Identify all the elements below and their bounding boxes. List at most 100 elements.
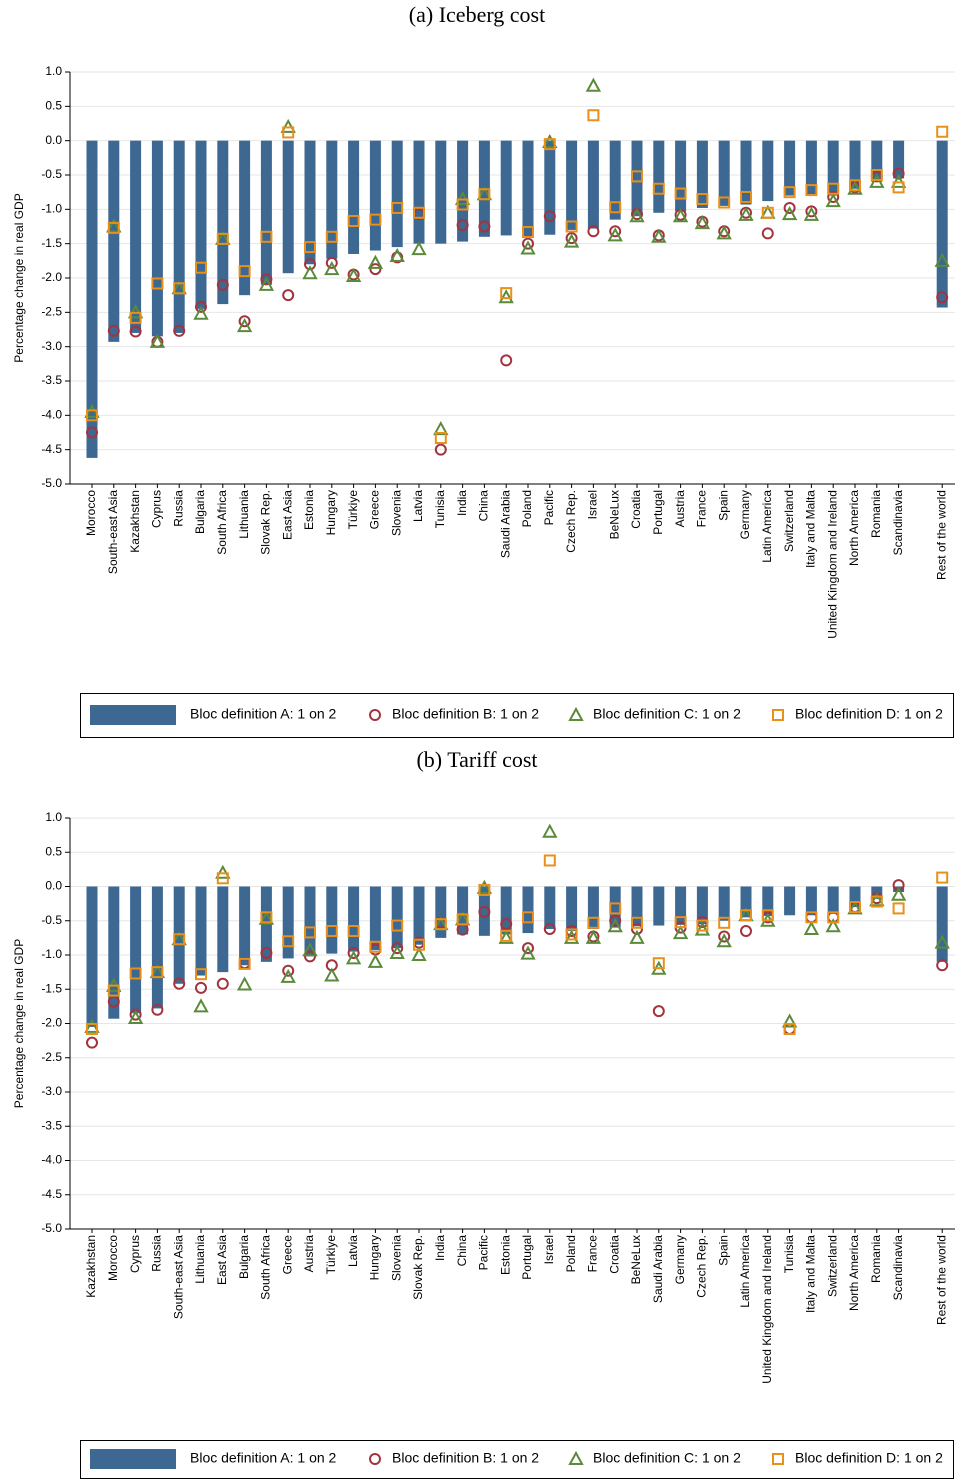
point [236,976,253,991]
point [500,918,513,931]
bar [587,886,599,929]
point [345,267,362,282]
bar [304,140,316,265]
point [609,225,622,238]
x-tick-label: France [695,490,709,528]
point [936,125,949,138]
x-tick-label: Morocco [84,490,98,536]
bar [130,140,142,333]
point [151,966,164,979]
bar [675,886,687,925]
bar [805,140,817,195]
legend-label: Bloc definition A: 1 on 2 [190,706,337,722]
x-tick-label: Saudi Arabia [498,490,512,558]
point [369,940,382,953]
bar [260,140,272,285]
x-tick-label: South Africa [259,1235,273,1300]
point [367,953,384,968]
point [740,925,752,938]
bar [631,140,643,217]
x-tick-label: Germany [738,490,752,539]
bar [784,886,796,916]
point [847,180,863,195]
point [761,227,774,240]
bar [435,140,447,244]
point [522,942,534,955]
point [674,916,687,929]
point [478,220,491,233]
x-tick-label: Israel [586,490,600,519]
x-tick-label: Czech Rep. [564,490,578,553]
x-tick-label: Tunisia [782,1235,796,1274]
x-tick-label: Estonia [302,490,316,530]
x-tick-label: Kazakhstan [84,1235,98,1298]
point [607,918,623,933]
point [672,208,689,223]
bar [86,886,98,1027]
point [325,230,338,243]
y-tick-label: -2.5 [41,1050,62,1064]
bar [195,886,207,976]
point [302,265,318,280]
x-tick-label: Türkiye [324,1235,338,1275]
x-tick-label: Austria [673,490,687,528]
y-tick-label: 1.0 [45,64,62,78]
point [587,916,600,929]
y-tick-label: -2.0 [41,270,62,284]
point [825,918,841,933]
point [869,173,885,188]
point [522,225,534,238]
x-tick-label: Czech Rep. [695,1235,709,1298]
point [849,901,861,914]
bar [740,886,752,918]
point [369,263,382,276]
point [411,946,427,961]
point [325,925,338,938]
bar [348,886,360,952]
point [478,905,491,918]
x-tick-label: Morocco [106,1235,120,1281]
point [304,241,316,254]
x-tick-label: Slovak Rep. [259,490,273,555]
x-tick-label: Cyprus [150,490,164,528]
point [585,929,602,944]
point [433,420,449,436]
x-tick-label: Rest of the world [934,490,948,580]
point [173,977,186,990]
point [391,919,404,932]
y-tick-label: 1.0 [45,810,62,824]
bar [893,140,905,179]
point [543,138,556,151]
x-tick-label: Greece [280,1235,294,1275]
point [84,403,100,418]
point [783,186,796,199]
point [238,265,251,278]
x-tick-label: North America [847,490,861,566]
bar [282,140,294,274]
x-tick-label: Saudi Arabia [651,1235,665,1303]
point [347,925,360,938]
point [456,198,469,211]
x-tick-label: Bulgaria [193,490,207,534]
bar [718,140,730,206]
point [216,232,229,245]
bar [784,140,796,196]
point [193,998,209,1013]
y-tick-label: -0.5 [41,167,62,181]
point [607,227,623,242]
x-tick-label: Pacific [542,490,556,525]
point [216,872,229,885]
bar [195,140,207,309]
point [587,109,600,122]
bar [282,886,294,959]
point [282,289,295,302]
point [260,946,273,959]
y-tick-label: -4.0 [41,408,62,422]
bar [609,140,621,220]
x-tick-label: Russia [150,1235,164,1272]
point [304,950,316,963]
point [849,179,861,192]
bar [805,886,817,916]
point [500,354,513,367]
legend-label: Bloc definition C: 1 on 2 [593,1450,741,1466]
